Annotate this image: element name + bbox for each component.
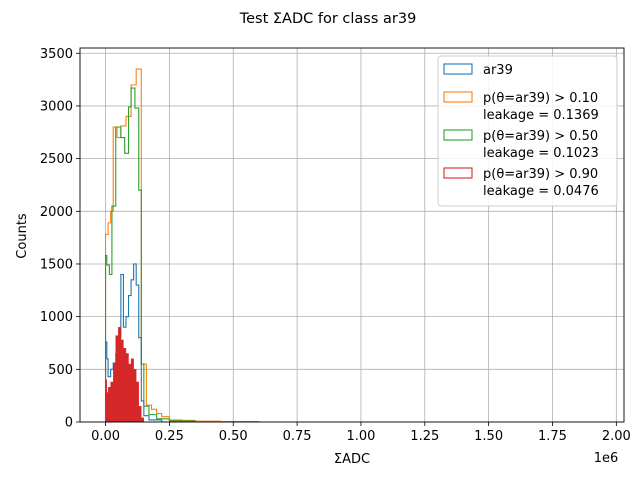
- x-tick-label: 1.25: [410, 429, 439, 444]
- x-tick-label: 2.00: [602, 429, 631, 444]
- histogram-bar: [110, 381, 114, 423]
- x-axis-title: ΣADC: [334, 452, 370, 467]
- series-p-ar39-0-50: [104, 87, 196, 422]
- series-ar39: [104, 263, 163, 422]
- x-tick-label: 1.50: [474, 429, 503, 444]
- histogram-bar: [128, 363, 132, 423]
- histogram-bar: [125, 353, 129, 423]
- histogram-bar: [138, 405, 142, 423]
- x-tick-label: 0.75: [283, 429, 312, 444]
- grid: [80, 48, 624, 423]
- x-tick-label: 0.00: [91, 429, 120, 444]
- y-tick-label: 1000: [40, 310, 73, 325]
- y-axis-title: Counts: [15, 213, 30, 259]
- plot-area: [104, 68, 260, 423]
- legend-swatch: [443, 129, 473, 141]
- legend: ar39 p(θ=ar39) > 0.10 leakage = 0.1369 p(θ=…: [437, 55, 618, 207]
- axis-ticks: 0.00 0.25 0.50 0.75 1.00 1.25 1.50 1.75 2.00 0 500…: [40, 47, 631, 444]
- y-tick-label: 3500: [40, 47, 73, 62]
- histogram-step-line: [104, 263, 163, 422]
- y-tick-label: 2000: [40, 205, 73, 220]
- histogram-bar: [130, 358, 134, 423]
- x-tick-label: 1.75: [538, 429, 567, 444]
- histogram-bar: [123, 348, 127, 423]
- histogram-bar: [113, 362, 116, 423]
- series-p-ar39-0-90: [105, 326, 145, 423]
- histogram-bar: [135, 381, 139, 423]
- chart-title: Test ΣADC for class ar39: [239, 11, 417, 27]
- histogram-bar: [118, 326, 122, 423]
- legend-leakage-label: leakage = 0.1023: [483, 146, 599, 161]
- legend-leakage-label: leakage = 0.0476: [483, 184, 599, 199]
- x-tick-label: 0.50: [219, 429, 248, 444]
- legend-swatch: [443, 91, 473, 103]
- y-tick-label: 0: [65, 416, 73, 431]
- histogram-bar: [120, 339, 124, 423]
- x-tick-label: 1.00: [346, 429, 375, 444]
- histogram-bar: [115, 335, 119, 423]
- histogram-bar: [141, 417, 145, 423]
- x-axis-offset-label: 1e6: [594, 451, 619, 466]
- legend-leakage-label: leakage = 0.1369: [483, 108, 599, 123]
- legend-label: ar39: [483, 63, 513, 78]
- y-tick-label: 500: [48, 363, 73, 378]
- y-tick-label: 1500: [40, 257, 73, 272]
- legend-box: [437, 55, 618, 207]
- legend-swatch: [443, 63, 473, 75]
- plot-frame: [79, 47, 625, 423]
- legend-label: p(θ=ar39) > 0.10: [483, 91, 598, 106]
- y-tick-label: 3000: [40, 99, 73, 114]
- histogram-step-line: [104, 87, 196, 422]
- legend-label: p(θ=ar39) > 0.90: [483, 167, 598, 182]
- y-tick-label: 2500: [40, 152, 73, 167]
- x-tick-label: 0.25: [155, 429, 184, 444]
- legend-label: p(θ=ar39) > 0.50: [483, 129, 598, 144]
- histogram-bar: [107, 387, 111, 423]
- histogram-bar: [133, 369, 137, 423]
- legend-swatch: [443, 167, 473, 179]
